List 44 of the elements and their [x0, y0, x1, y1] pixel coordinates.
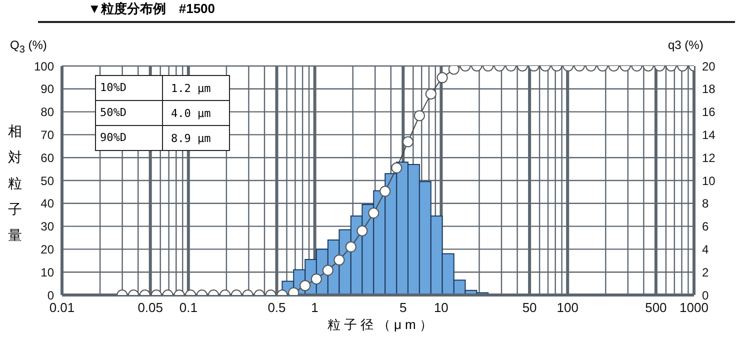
y2-tick-label: 16: [702, 105, 716, 120]
y-tick-label: 30: [40, 220, 54, 234]
y-axis-title: 相対粒子量: [8, 122, 23, 245]
annotation: 10%D: [96, 76, 163, 100]
x-axis-title: 粒 子 径 （ μ m ）: [326, 316, 434, 334]
x-tick-label: 0.05: [138, 300, 164, 316]
y-tick-label: 20: [40, 242, 54, 256]
y-tick-label: 60: [40, 150, 54, 165]
y-tick-label: 80: [40, 105, 54, 120]
x-tick-label: 0.1: [179, 300, 198, 316]
y-tick-label: 100: [34, 59, 54, 74]
y-tick-label: 40: [40, 196, 54, 211]
y2-tick-label: 14: [702, 128, 716, 142]
text: Q$_{3}$ (%): [10, 38, 47, 56]
y-tick-label: 50: [40, 174, 54, 188]
annotation: 50%D: [96, 101, 163, 125]
y-tick-label: 10: [40, 265, 54, 280]
y2-tick-label: 2: [702, 265, 709, 280]
x-tick-label: 5: [400, 300, 407, 316]
annotation: 4.0 μm: [170, 106, 212, 120]
x-tick-label: 10: [434, 300, 448, 316]
x-tick-label: 500: [645, 300, 667, 316]
chart-title: ▼粒度分布例 #1500: [88, 0, 216, 18]
y2-tick-label: 10: [702, 174, 716, 188]
x-tick-label: 1: [311, 300, 318, 316]
x-tick-label: 50: [522, 300, 537, 316]
annotation: 8.9 μm: [170, 132, 212, 144]
y2-tick-label: 6: [702, 220, 709, 234]
y2-tick-label: 0: [702, 288, 709, 302]
y2-tick-label: 12: [702, 150, 716, 165]
x-tick-label: 1000: [680, 300, 708, 316]
y2-axis-title: q3 (%): [668, 38, 704, 52]
annotation: 90%D: [96, 126, 163, 150]
y2-tick-label: 8: [702, 196, 709, 211]
y-tick-label: 90: [40, 82, 54, 96]
y-tick-label: 0: [47, 288, 54, 302]
y2-tick-label: 18: [702, 82, 716, 96]
y2-tick-label: 20: [702, 59, 716, 74]
x-tick-label: 0.01: [49, 300, 75, 316]
y2-tick-label: 4: [702, 242, 709, 256]
y-tick-label: 70: [40, 128, 54, 142]
x-tick-label: 0.5: [268, 300, 286, 316]
annotation: 1.2 μm: [170, 82, 212, 94]
x-tick-label: 100: [556, 300, 578, 316]
